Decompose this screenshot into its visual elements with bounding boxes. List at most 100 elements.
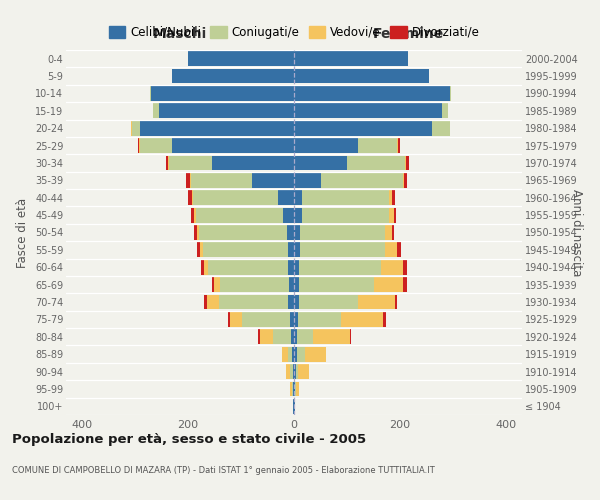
Bar <box>219 294 287 310</box>
Bar <box>282 347 288 362</box>
Bar <box>385 225 392 240</box>
Bar <box>287 225 294 240</box>
Bar <box>395 294 397 310</box>
Bar <box>287 260 294 274</box>
Bar <box>295 382 296 396</box>
Bar <box>196 208 283 222</box>
Bar <box>389 208 394 222</box>
Bar <box>432 121 451 136</box>
Bar <box>203 242 287 258</box>
Bar <box>350 330 351 344</box>
Bar <box>208 260 287 274</box>
Text: COMUNE DI CAMPOBELLO DI MAZARA (TP) - Dati ISTAT 1° gennaio 2005 - Elaborazione : COMUNE DI CAMPOBELLO DI MAZARA (TP) - Da… <box>12 466 435 475</box>
Bar <box>191 173 251 188</box>
Bar <box>442 104 448 118</box>
Bar <box>287 294 294 310</box>
Bar <box>385 242 397 258</box>
Bar <box>212 156 294 170</box>
Bar <box>301 225 385 240</box>
Bar <box>194 208 196 222</box>
Bar <box>292 347 294 362</box>
Bar <box>288 347 292 362</box>
Bar <box>394 208 397 222</box>
Bar <box>286 364 290 379</box>
Bar <box>187 173 190 188</box>
Bar <box>374 278 403 292</box>
Bar <box>358 294 395 310</box>
Bar <box>131 121 132 136</box>
Text: Femmine: Femmine <box>373 27 443 41</box>
Bar <box>294 382 295 396</box>
Bar <box>289 278 294 292</box>
Bar <box>212 278 214 292</box>
Bar <box>397 242 401 258</box>
Bar <box>389 190 392 205</box>
Bar <box>290 382 292 396</box>
Bar <box>205 294 207 310</box>
Bar <box>294 330 296 344</box>
Bar <box>294 242 301 258</box>
Bar <box>404 173 407 188</box>
Bar <box>230 312 242 327</box>
Bar <box>299 294 358 310</box>
Bar <box>294 225 301 240</box>
Bar <box>188 190 191 205</box>
Bar <box>296 330 313 344</box>
Bar <box>293 399 294 413</box>
Bar <box>292 382 293 396</box>
Bar <box>403 278 407 292</box>
Bar <box>296 364 298 379</box>
Bar <box>292 330 294 344</box>
Text: Maschi: Maschi <box>153 27 207 41</box>
Bar <box>302 190 389 205</box>
Bar <box>197 242 200 258</box>
Bar <box>294 138 358 153</box>
Bar <box>290 312 294 327</box>
Bar <box>140 121 294 136</box>
Bar <box>294 260 299 274</box>
Bar <box>214 278 220 292</box>
Bar <box>358 138 397 153</box>
Bar <box>383 312 386 327</box>
Bar <box>220 278 289 292</box>
Bar <box>403 173 404 188</box>
Bar <box>191 190 193 205</box>
Bar <box>204 260 208 274</box>
Bar <box>259 330 260 344</box>
Bar <box>199 225 287 240</box>
Bar <box>137 138 139 153</box>
Bar <box>260 330 273 344</box>
Bar <box>283 208 294 222</box>
Bar <box>190 173 191 188</box>
Bar <box>301 242 385 258</box>
Bar <box>159 104 294 118</box>
Bar <box>313 330 350 344</box>
Bar <box>294 156 347 170</box>
Bar <box>299 260 382 274</box>
Bar <box>298 364 309 379</box>
Legend: Celibi/Nubili, Coniugati/e, Vedovi/e, Divorziati/e: Celibi/Nubili, Coniugati/e, Vedovi/e, Di… <box>104 21 484 44</box>
Bar <box>347 156 406 170</box>
Bar <box>294 86 451 101</box>
Bar <box>305 347 326 362</box>
Bar <box>294 278 299 292</box>
Bar <box>293 364 294 379</box>
Bar <box>299 278 374 292</box>
Bar <box>341 312 383 327</box>
Bar <box>298 312 341 327</box>
Bar <box>278 190 294 205</box>
Bar <box>172 138 294 153</box>
Bar <box>242 312 290 327</box>
Bar <box>293 382 294 396</box>
Bar <box>207 294 219 310</box>
Bar <box>294 364 296 379</box>
Bar <box>296 347 305 362</box>
Bar <box>296 382 299 396</box>
Text: Popolazione per età, sesso e stato civile - 2005: Popolazione per età, sesso e stato civil… <box>12 432 366 446</box>
Bar <box>294 208 302 222</box>
Y-axis label: Anni di nascita: Anni di nascita <box>570 189 583 276</box>
Bar <box>169 156 212 170</box>
Bar <box>294 68 429 84</box>
Bar <box>151 86 294 101</box>
Bar <box>294 294 299 310</box>
